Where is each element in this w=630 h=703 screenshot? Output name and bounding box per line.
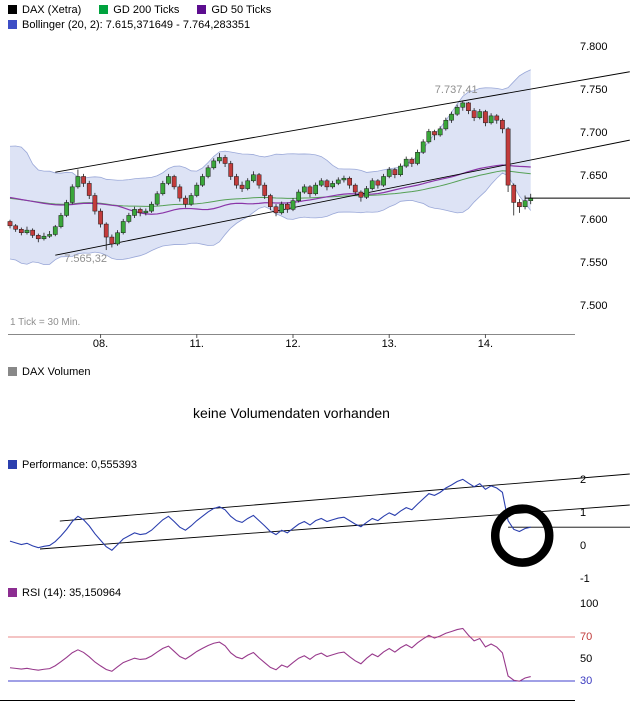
- rsi-legend-row: RSI (14): 35,150964: [8, 586, 139, 599]
- price-axis-label: 7.600: [580, 213, 608, 226]
- rsi-axis-label: 70: [580, 631, 593, 643]
- price-axis-label: 7.800: [580, 40, 608, 53]
- price-axis-label: 7.700: [580, 127, 608, 140]
- price-axis-label: 7.750: [580, 83, 608, 96]
- volume-legend-row: DAX Volumen: [8, 365, 108, 378]
- time-axis-label: 14.: [477, 338, 494, 350]
- bollinger-legend-row: Bollinger (20, 2): 7.615,371649 - 7.764,…: [8, 18, 268, 31]
- rsi-axis-label: 50: [580, 653, 593, 665]
- dax-series-label: DAX (Xetra): [22, 3, 82, 16]
- volume-missing-message: keine Volumendaten vorhanden: [193, 405, 390, 421]
- performance-axis-label: -1: [580, 572, 590, 585]
- gd200-series-label: GD 200 Ticks: [113, 3, 180, 16]
- rsi-axis-label: 30: [580, 675, 593, 687]
- dax-series-swatch: [8, 5, 17, 14]
- price-axis-label: 7.500: [580, 300, 608, 313]
- time-axis-label: 11.: [189, 338, 204, 350]
- performance-swatch: [8, 460, 17, 469]
- time-axis-label: 12.: [285, 338, 301, 350]
- time-axis-label: 13.: [381, 338, 397, 350]
- bollinger-swatch: [8, 20, 17, 29]
- time-axis-label: 08.: [92, 338, 109, 350]
- rsi-legend-label: RSI (14): 35,150964: [22, 586, 122, 599]
- performance-legend-row: Performance: 0,555393: [8, 458, 155, 471]
- low-price-annotation: 7.565,32: [64, 252, 108, 265]
- gd200-series-swatch: [99, 5, 109, 14]
- performance-axis-label: 2: [580, 473, 587, 486]
- main-legend-row: DAX (Xetra) GD 200 Ticks GD 50 Ticks: [8, 3, 289, 16]
- tick-interval-note: 1 Tick = 30 Min.: [10, 317, 81, 328]
- performance-axis-label: 0: [580, 539, 587, 552]
- rsi-axis-label: 100: [580, 598, 599, 610]
- performance-axis-label: 1: [580, 506, 587, 519]
- gd50-series-label: GD 50 Ticks: [211, 3, 272, 16]
- high-price-annotation: 7.737,41: [434, 83, 478, 96]
- volume-swatch: [8, 367, 17, 376]
- price-axis-label: 7.650: [580, 170, 608, 183]
- price-axis-label: 7.550: [580, 257, 608, 270]
- rsi-swatch: [8, 588, 17, 597]
- performance-legend-label: Performance: 0,555393: [22, 458, 137, 471]
- gd50-series-swatch: [197, 5, 207, 14]
- bollinger-label: Bollinger (20, 2): 7.615,371649 - 7.764,…: [22, 18, 251, 31]
- volume-legend-label: DAX Volumen: [22, 365, 91, 378]
